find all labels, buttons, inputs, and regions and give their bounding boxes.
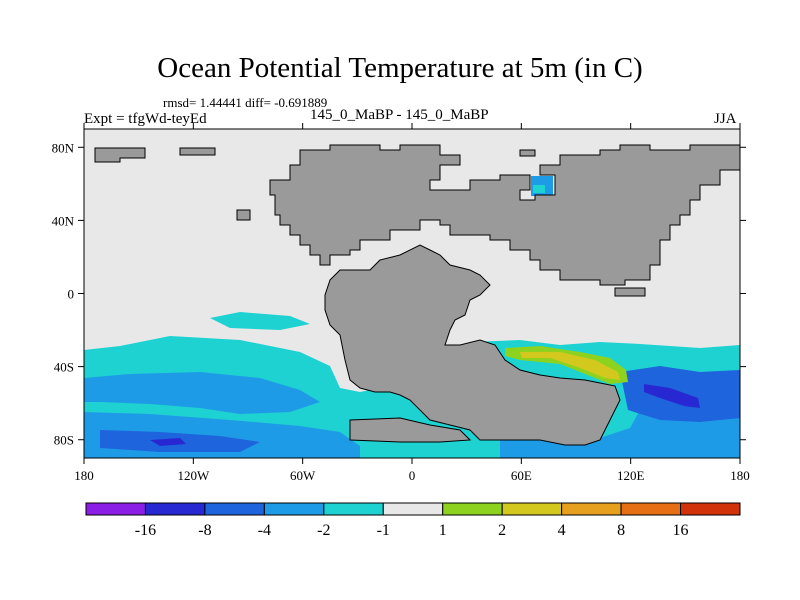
colorbar-label: 8: [617, 522, 625, 539]
land-antarctic-fragment: [349, 417, 472, 443]
colorbar-label: -8: [198, 522, 211, 539]
anomaly-band-sky-blue: [84, 372, 320, 414]
lat-tick-label: 40N: [52, 213, 75, 228]
colorbar-swatch: [442, 502, 503, 516]
colorbar-label: -1: [377, 522, 390, 539]
comparison-label: 145_0_MaBP - 145_0_MaBP: [310, 107, 489, 123]
land-masses: [94, 144, 740, 446]
colorbar-label: 16: [673, 522, 689, 539]
lon-tick-label: 60W: [290, 468, 316, 483]
colorbar-swatch: [620, 502, 682, 516]
anomaly-patch-arctic-cyan: [533, 185, 545, 193]
season-label: JJA: [714, 111, 737, 127]
lat-tick-label: 80S: [54, 433, 74, 448]
lon-tick-label: 0: [409, 468, 416, 483]
colorbar-swatch: [204, 502, 265, 516]
anomaly-patch-dark-blue: [644, 384, 700, 408]
lon-tick-label: 60E: [511, 468, 532, 483]
latitude-ticks: 80N 40N 0 40S 80S: [52, 140, 746, 448]
colorbar-swatch: [144, 502, 206, 516]
lon-tick-label: 180: [74, 468, 94, 483]
anomaly-patch-yellow: [520, 352, 620, 380]
colorbar-label: -2: [317, 522, 330, 539]
longitude-ticks: 180 120W 60W 0 60E 120E 180: [74, 123, 750, 483]
colorbar-swatch: [501, 502, 563, 516]
land-west-arctic-island: [94, 147, 146, 163]
lat-tick-label: 80N: [52, 140, 75, 155]
lon-tick-label: 120W: [177, 468, 210, 483]
lat-tick-label: 0: [68, 287, 75, 302]
colorbar-label: 2: [498, 522, 506, 539]
colorbar-swatch: [680, 502, 741, 516]
anomaly-patch-cyan-mid: [210, 312, 310, 330]
stats-text: rmsd= 1.44441 diff= -0.691889: [163, 95, 328, 110]
colorbar-swatch: [85, 502, 146, 516]
colorbar-swatch: [323, 502, 384, 516]
lon-tick-label: 120E: [617, 468, 645, 483]
colorbar-swatch: [263, 502, 325, 516]
colorbar-label: 1: [439, 522, 447, 539]
colorbar-swatch: [561, 502, 622, 516]
colorbar-swatch: [382, 502, 444, 516]
lon-tick-label: 180: [730, 468, 750, 483]
experiment-label: Expt = tfgWd-teyEd: [84, 111, 207, 127]
anomaly-patch-dark-blue-west: [150, 438, 186, 446]
colorbar-label: -4: [258, 522, 271, 539]
land-north-continent: [269, 144, 740, 286]
colorbar: -16 -8 -4 -2 -1 1 2 4 8 16: [85, 502, 741, 539]
land-small-island-1: [236, 209, 251, 221]
colorbar-label: 4: [558, 522, 566, 539]
map-title: Ocean Potential Temperature at 5m (in C): [157, 52, 643, 84]
land-small-arctic-island: [179, 147, 216, 156]
lat-tick-label: 40S: [54, 360, 74, 375]
map-area: [84, 129, 740, 458]
land-small-island-3: [614, 287, 646, 297]
colorbar-label: -16: [135, 522, 156, 539]
land-small-island-2: [519, 149, 536, 157]
land-south-continent: [324, 244, 621, 446]
